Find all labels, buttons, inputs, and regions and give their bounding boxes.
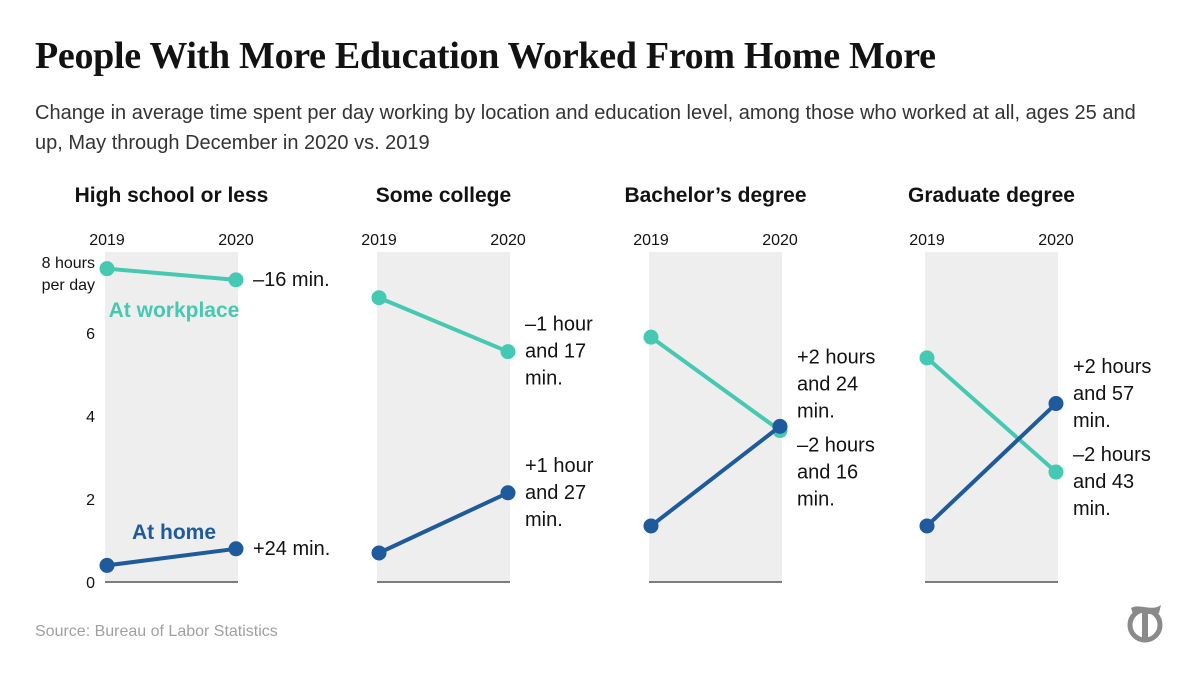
x-tick-label: 2020 — [762, 232, 798, 249]
chart-title: People With More Education Worked From H… — [35, 35, 936, 77]
workplace-line — [925, 355, 1058, 475]
y-tick-label-top: 8 hours — [42, 255, 95, 272]
home-change-label: min. — [797, 400, 835, 422]
home-point — [919, 518, 935, 534]
x-tick-label: 2020 — [218, 232, 254, 249]
panel-title: Bachelor’s degree — [624, 184, 806, 207]
y-tick-label: 0 — [86, 575, 95, 592]
workplace-line — [649, 335, 782, 433]
home-change-label: +24 min. — [253, 538, 330, 560]
home-change-label: min. — [1073, 410, 1111, 432]
home-point — [772, 418, 788, 434]
x-tick-label: 2019 — [909, 232, 945, 249]
home-change-label: and 27 — [525, 482, 586, 504]
workplace-point — [643, 329, 659, 345]
home-change-label: +2 hours — [797, 346, 875, 368]
nyt-t-logo-icon — [1127, 605, 1163, 643]
home-change-label: and 57 — [1073, 383, 1134, 405]
home-line — [925, 401, 1058, 528]
home-point — [228, 541, 244, 557]
panel-background — [377, 252, 510, 582]
x-tick-label: 2019 — [361, 232, 397, 249]
workplace-line — [377, 295, 510, 354]
home-change-label: +1 hour — [525, 455, 594, 477]
workplace-point — [371, 290, 387, 306]
y-tick-label: 2 — [86, 492, 95, 509]
workplace-change-label: –1 hour — [525, 314, 593, 336]
panel-title: Graduate degree — [908, 184, 1075, 207]
workplace-change-label: –2 hours — [797, 434, 875, 456]
series-label-workplace: At workplace — [109, 299, 240, 322]
series-label-home: At home — [132, 521, 216, 544]
panel-title: Some college — [376, 184, 511, 207]
home-point — [99, 557, 115, 573]
home-point — [371, 545, 387, 561]
workplace-change-label: min. — [797, 488, 835, 510]
home-point — [1048, 396, 1064, 412]
workplace-change-label: and 43 — [1073, 471, 1134, 493]
workplace-change-label: –16 min. — [253, 269, 330, 291]
home-change-label: and 24 — [797, 373, 858, 395]
panel-title: High school or less — [75, 184, 269, 207]
x-tick-label: 2019 — [89, 232, 125, 249]
panel-background — [105, 252, 238, 582]
x-tick-label: 2019 — [633, 232, 669, 249]
home-line — [105, 546, 238, 568]
workplace-line — [105, 266, 238, 282]
home-change-label: +2 hours — [1073, 356, 1151, 378]
home-line — [649, 424, 782, 528]
home-line — [377, 490, 510, 555]
x-tick-label: 2020 — [490, 232, 526, 249]
home-change-label: min. — [525, 509, 563, 531]
y-tick-label-top: per day — [42, 277, 95, 294]
workplace-change-label: min. — [525, 368, 563, 390]
home-point — [500, 485, 516, 501]
workplace-point — [1048, 464, 1064, 480]
home-point — [643, 518, 659, 534]
workplace-change-label: min. — [1073, 498, 1111, 520]
workplace-point — [99, 261, 115, 277]
workplace-point — [228, 272, 244, 288]
workplace-point — [500, 344, 516, 360]
chart-subtitle: Change in average time spent per day wor… — [35, 102, 1136, 154]
workplace-change-label: –2 hours — [1073, 444, 1151, 466]
y-tick-label: 6 — [86, 326, 95, 343]
workplace-change-label: and 17 — [525, 341, 586, 363]
x-tick-label: 2020 — [1038, 232, 1074, 249]
source-note: Source: Bureau of Labor Statistics — [35, 623, 278, 640]
workplace-change-label: and 16 — [797, 461, 858, 483]
y-tick-label: 4 — [86, 409, 95, 426]
workplace-point — [919, 350, 935, 366]
